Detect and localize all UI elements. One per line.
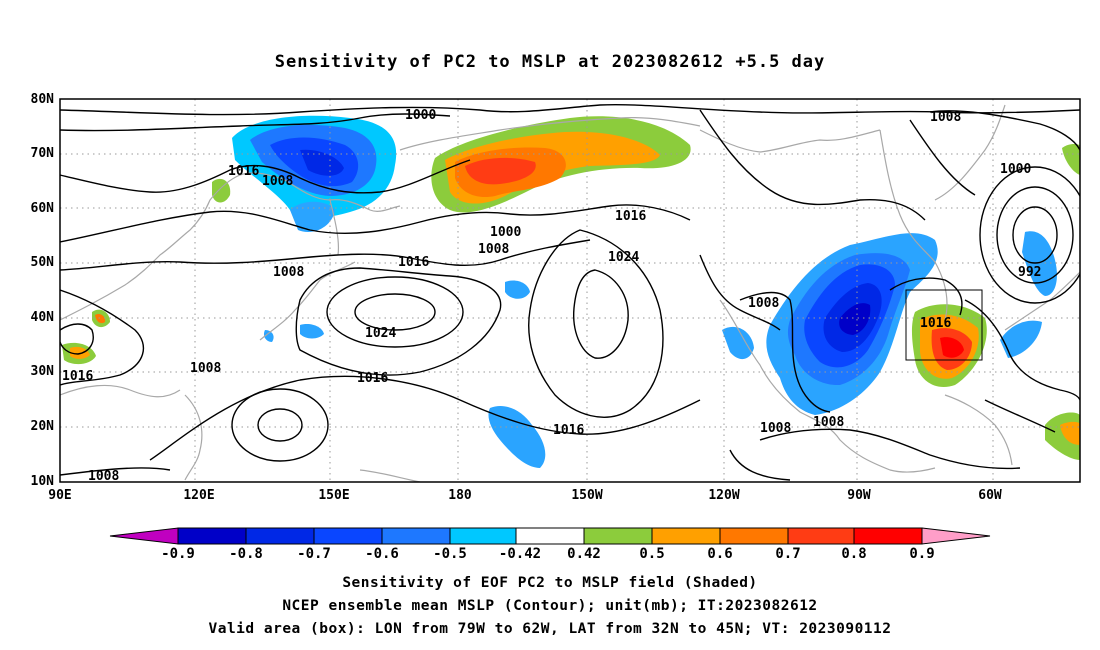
colorbar-label: 0.8 bbox=[841, 546, 867, 562]
colorbar-label: 0.7 bbox=[775, 546, 801, 562]
lat-label-60n: 60N bbox=[30, 201, 54, 216]
contour-label: 1008 bbox=[88, 469, 119, 484]
lon-label-60w: 60W bbox=[978, 488, 1002, 503]
contour-label: 1016 bbox=[615, 209, 646, 224]
negative-patch bbox=[300, 149, 344, 176]
colorbar-label: 0.9 bbox=[909, 546, 935, 562]
colorbar-swatch bbox=[177, 527, 247, 545]
colorbar-label: 0.42 bbox=[567, 546, 601, 562]
lat-label-20n: 20N bbox=[30, 419, 54, 434]
contour-label: 1008 bbox=[190, 361, 221, 376]
colorbar-swatch bbox=[381, 527, 451, 545]
colorbar-label: -0.7 bbox=[297, 546, 331, 562]
positive-patch bbox=[940, 337, 964, 358]
negative-patch bbox=[505, 280, 530, 299]
colorbar-label: -0.6 bbox=[365, 546, 399, 562]
colorbar-arrow-right bbox=[921, 527, 991, 545]
positive-patch bbox=[95, 313, 106, 324]
negative-patch bbox=[1022, 231, 1057, 296]
lon-label-150w: 150W bbox=[571, 488, 603, 503]
lat-label-40n: 40N bbox=[30, 310, 54, 325]
lon-label-120w: 120W bbox=[708, 488, 740, 503]
lon-label-150e: 150E bbox=[318, 488, 350, 503]
negative-patch bbox=[290, 201, 335, 232]
positive-patch bbox=[1060, 421, 1080, 445]
lat-label-10n: 10N bbox=[30, 474, 54, 489]
colorbar-swatch bbox=[651, 527, 721, 545]
contour-label: 1024 bbox=[608, 250, 639, 265]
colorbar-label: -0.42 bbox=[498, 546, 542, 562]
contour-label: 1016 bbox=[920, 316, 951, 331]
colorbar-label: 0.5 bbox=[639, 546, 665, 562]
negative-patch bbox=[488, 405, 546, 468]
colorbar-swatch bbox=[583, 527, 653, 545]
valid-area-box bbox=[905, 289, 983, 361]
contour-label: 1008 bbox=[760, 421, 791, 436]
lon-label-180: 180 bbox=[448, 488, 472, 503]
lat-label-50n: 50N bbox=[30, 255, 54, 270]
negative-patch bbox=[1000, 320, 1042, 358]
contour-label: 1008 bbox=[930, 110, 961, 125]
colorbar-swatch bbox=[515, 527, 585, 545]
colorbar-swatch bbox=[313, 527, 383, 545]
contour-labels: 1000 1016 1008 1000 1016 1008 1008 1016 … bbox=[62, 108, 1041, 484]
colorbar-label: 0.6 bbox=[707, 546, 733, 562]
contour-label: 1008 bbox=[273, 265, 304, 280]
contour-label: 1016 bbox=[62, 369, 93, 384]
contour-label: 1016 bbox=[357, 371, 388, 386]
lon-label-90w: 90W bbox=[847, 488, 871, 503]
gridlines bbox=[60, 99, 1080, 482]
colorbar-swatch bbox=[719, 527, 789, 545]
contour-label: 1008 bbox=[478, 242, 509, 257]
colorbar-arrow-left bbox=[109, 527, 179, 545]
positive-patch bbox=[70, 346, 90, 359]
caption-line-1: Sensitivity of EOF PC2 to MSLP field (Sh… bbox=[342, 575, 758, 591]
contour-label: 1016 bbox=[228, 164, 259, 179]
contour-label: 1016 bbox=[398, 255, 429, 270]
negative-patch bbox=[839, 303, 871, 335]
positive-patch bbox=[212, 178, 231, 203]
colorbar-swatch bbox=[853, 527, 923, 545]
lon-label-90e: 90E bbox=[48, 488, 72, 503]
positive-patch bbox=[1062, 144, 1080, 175]
colorbar-label: -0.5 bbox=[433, 546, 467, 562]
map-frame bbox=[59, 98, 1081, 483]
colorbar-swatch bbox=[449, 527, 517, 545]
negative-patch bbox=[300, 324, 324, 339]
contour-label: 992 bbox=[1018, 265, 1041, 280]
negative-patch bbox=[263, 330, 274, 342]
lon-label-120e: 120E bbox=[183, 488, 215, 503]
contour-label: 1008 bbox=[262, 174, 293, 189]
contour-label: 1008 bbox=[813, 415, 844, 430]
negative-patch bbox=[722, 326, 754, 360]
map-title: Sensitivity of PC2 to MSLP at 2023082612… bbox=[274, 52, 826, 72]
caption-line-2: NCEP ensemble mean MSLP (Contour); unit(… bbox=[282, 598, 818, 614]
lat-label-30n: 30N bbox=[30, 364, 54, 379]
sensitivity-shading bbox=[62, 115, 1080, 468]
positive-patch bbox=[465, 157, 536, 185]
contour-label: 1016 bbox=[553, 423, 584, 438]
contour-label: 1008 bbox=[748, 296, 779, 311]
colorbar bbox=[109, 527, 991, 545]
colorbar-swatch bbox=[245, 527, 315, 545]
contour-label: 1024 bbox=[365, 326, 396, 341]
colorbar-label: -0.9 bbox=[161, 546, 195, 562]
lat-label-80n: 80N bbox=[30, 92, 54, 107]
contour-label: 1000 bbox=[490, 225, 521, 240]
mslp-contours bbox=[60, 103, 1080, 481]
contour-label: 1000 bbox=[405, 108, 436, 123]
caption-line-3: Valid area (box): LON from 79W to 62W, L… bbox=[208, 621, 892, 637]
colorbar-swatch bbox=[787, 527, 855, 545]
colorbar-label: -0.8 bbox=[229, 546, 263, 562]
lat-label-70n: 70N bbox=[30, 146, 54, 161]
contour-label: 1000 bbox=[1000, 162, 1031, 177]
